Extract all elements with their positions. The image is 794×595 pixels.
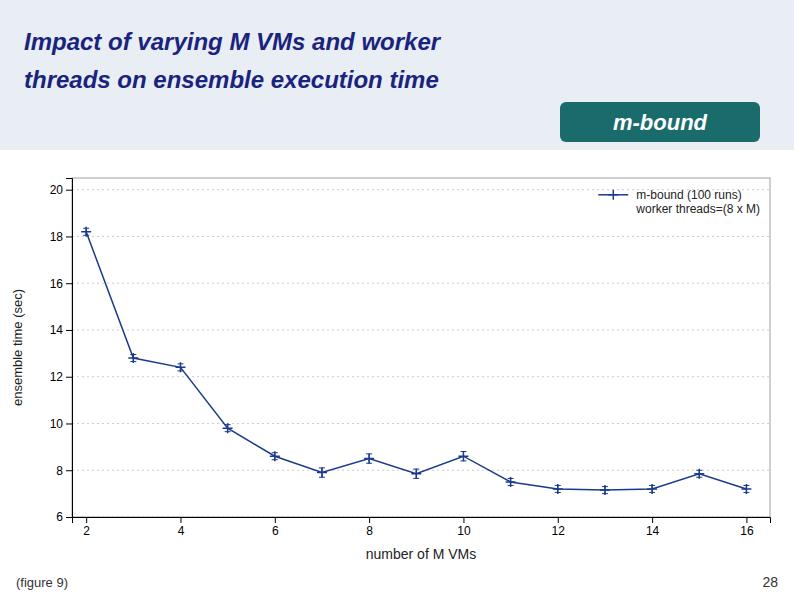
tick-mark	[746, 517, 747, 523]
tick-label: 8	[56, 464, 63, 478]
y-axis-title: ensemble time (sec)	[10, 289, 25, 406]
legend: m-bound (100 runs)worker threads=(8 x M)	[598, 188, 760, 216]
series	[81, 227, 751, 495]
tick: 8	[366, 517, 373, 538]
point	[741, 484, 751, 494]
header-background	[0, 0, 794, 150]
page-number: 28	[762, 574, 778, 590]
tick-label: 6	[272, 524, 279, 538]
axis-line	[66, 179, 73, 518]
point	[223, 423, 233, 433]
y-axis: 6 8 10 12 14 16 18 20	[50, 179, 73, 525]
tick-label: 16	[50, 277, 64, 291]
tick: 6	[56, 510, 72, 524]
tick: 20	[50, 183, 72, 197]
tick: 16	[50, 277, 72, 291]
tick-mark	[369, 517, 370, 523]
tick-mark	[66, 236, 72, 237]
tick: 12	[552, 517, 566, 538]
tick-label: 14	[646, 524, 660, 538]
point	[458, 451, 468, 461]
point	[506, 477, 516, 487]
tick-label: 14	[50, 323, 64, 337]
tick: 14	[50, 323, 72, 337]
plot: 2 4 6 8 10 12 14 16 6 8 10 12 14 16 18 20 m-bound (100 r…	[50, 178, 771, 538]
figure-note: (figure 9)	[16, 575, 68, 590]
tick-mark	[66, 517, 72, 518]
tick-label: 4	[178, 524, 185, 538]
tick-mark	[66, 330, 72, 331]
tick-mark	[66, 190, 72, 191]
point	[647, 484, 657, 494]
tick-label: 12	[50, 370, 64, 384]
grid-line	[72, 283, 770, 284]
tick: 12	[50, 370, 72, 384]
tick: 4	[178, 517, 185, 538]
grid	[72, 190, 770, 517]
x-axis: 2 4 6 8 10 12 14 16	[73, 517, 771, 538]
grid-line	[72, 423, 770, 424]
axis-line	[73, 518, 771, 524]
legend-label: m-bound (100 runs)worker threads=(8 x M)	[635, 188, 760, 216]
point	[553, 484, 563, 494]
tick: 6	[272, 517, 279, 538]
tick-label: 8	[366, 524, 373, 538]
tick-label: 6	[56, 510, 63, 524]
legend-marker	[608, 190, 618, 200]
tick-label: 18	[50, 230, 64, 244]
tick: 2	[83, 517, 90, 538]
title: threads on ensemble execution time	[24, 66, 439, 93]
tick-mark	[66, 470, 72, 471]
tick: 8	[56, 464, 72, 478]
tick: 14	[646, 517, 660, 538]
badge-background	[560, 102, 760, 142]
series-line	[86, 232, 746, 490]
point	[694, 469, 704, 479]
point	[175, 362, 185, 372]
point	[411, 469, 421, 479]
tick: 10	[50, 417, 72, 431]
point	[364, 454, 374, 464]
tick-label: 10	[457, 524, 471, 538]
grid-line	[72, 470, 770, 471]
tick: 18	[50, 230, 72, 244]
legend-item: m-bound (100 runs)worker threads=(8 x M)	[598, 188, 760, 216]
grid-line	[72, 329, 770, 330]
point	[317, 468, 327, 478]
badge: m-bound	[560, 102, 760, 142]
tick-label: 12	[552, 524, 566, 538]
tick: 16	[740, 517, 754, 538]
x-axis-title: number of M VMs	[366, 546, 476, 562]
title: Impact of varying M VMs and worker	[24, 28, 442, 55]
point	[270, 451, 280, 461]
tick-label: 2	[83, 524, 90, 538]
tick-label: 16	[740, 524, 754, 538]
point	[600, 485, 610, 495]
tick-mark	[66, 377, 72, 378]
tick-mark	[275, 517, 276, 523]
tick-mark	[66, 283, 72, 284]
tick-mark	[66, 423, 72, 424]
chart: Impact of varying M VMs and worker thread…	[0, 0, 794, 595]
tick-label: 10	[50, 417, 64, 431]
grid-line	[72, 376, 770, 377]
badge-text: m-bound	[613, 110, 708, 135]
tick-label: 20	[50, 183, 64, 197]
point	[128, 353, 138, 363]
grid-line	[72, 236, 770, 237]
tick-mark	[180, 517, 181, 523]
plot-frame	[72, 178, 770, 517]
point	[81, 227, 91, 237]
tick-mark	[652, 517, 653, 523]
tick-mark	[558, 517, 559, 523]
tick-mark	[463, 517, 464, 523]
marks	[81, 227, 751, 495]
tick-mark	[86, 517, 87, 523]
tick: 10	[457, 517, 471, 538]
